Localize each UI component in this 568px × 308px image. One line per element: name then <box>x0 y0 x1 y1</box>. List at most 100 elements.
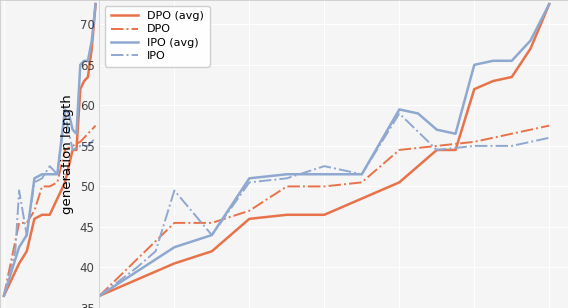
IPO (avg) <box>39 172 45 176</box>
Line: DPO (avg): DPO (avg) <box>99 4 549 296</box>
DPO (avg) <box>73 148 80 152</box>
IPO <box>433 148 440 152</box>
DPO <box>358 180 365 184</box>
IPO <box>61 111 68 115</box>
IPO (avg) <box>358 172 365 176</box>
IPO (avg) <box>321 172 328 176</box>
DPO (avg) <box>1 294 7 298</box>
DPO <box>433 144 440 148</box>
DPO <box>171 221 178 225</box>
IPO (avg) <box>396 107 403 111</box>
IPO (avg) <box>471 63 478 67</box>
IPO (avg) <box>1 294 7 298</box>
IPO <box>508 144 515 148</box>
DPO (avg) <box>16 261 23 265</box>
IPO <box>358 172 365 176</box>
IPO (avg) <box>23 233 30 237</box>
IPO <box>133 265 140 269</box>
DPO (avg) <box>8 278 15 282</box>
DPO (avg) <box>527 47 534 51</box>
DPO (avg) <box>61 180 68 184</box>
DPO <box>16 221 23 225</box>
IPO (avg) <box>433 128 440 132</box>
Line: IPO (avg): IPO (avg) <box>4 4 95 296</box>
DPO (avg) <box>471 87 478 91</box>
DPO <box>46 184 53 188</box>
DPO (avg) <box>69 148 76 152</box>
IPO (avg) <box>54 172 61 176</box>
DPO (avg) <box>54 197 61 201</box>
IPO <box>208 233 215 237</box>
Y-axis label: generation length: generation length <box>61 94 74 214</box>
DPO (avg) <box>321 213 328 217</box>
DPO (avg) <box>508 75 515 79</box>
IPO <box>54 172 61 176</box>
IPO (avg) <box>96 294 103 298</box>
DPO (avg) <box>358 197 365 201</box>
DPO (avg) <box>39 213 45 217</box>
IPO <box>471 144 478 148</box>
IPO (avg) <box>31 176 38 180</box>
DPO (avg) <box>396 180 403 184</box>
IPO (avg) <box>452 132 459 136</box>
DPO <box>546 124 553 128</box>
DPO (avg) <box>283 213 290 217</box>
IPO (avg) <box>89 39 95 43</box>
IPO <box>8 265 15 269</box>
Line: IPO (avg): IPO (avg) <box>99 4 549 296</box>
DPO <box>96 294 103 298</box>
IPO (avg) <box>61 107 68 111</box>
DPO (avg) <box>46 213 53 217</box>
DPO <box>396 148 403 152</box>
Line: IPO: IPO <box>99 113 549 296</box>
IPO (avg) <box>73 132 80 136</box>
DPO (avg) <box>31 217 38 221</box>
DPO (avg) <box>171 261 178 265</box>
IPO <box>96 294 103 298</box>
DPO (avg) <box>77 87 83 91</box>
DPO <box>1 294 7 298</box>
IPO (avg) <box>246 176 253 180</box>
IPO <box>69 148 76 152</box>
IPO (avg) <box>527 39 534 43</box>
DPO (avg) <box>81 79 87 83</box>
DPO (avg) <box>96 294 103 298</box>
DPO <box>31 209 38 213</box>
IPO <box>46 164 53 168</box>
IPO <box>23 233 30 237</box>
DPO <box>246 209 253 213</box>
IPO <box>39 176 45 180</box>
IPO <box>1 294 7 298</box>
DPO (avg) <box>433 148 440 152</box>
DPO <box>69 144 76 148</box>
DPO <box>61 148 68 152</box>
DPO (avg) <box>208 249 215 253</box>
IPO (avg) <box>283 172 290 176</box>
DPO <box>508 132 515 136</box>
IPO <box>12 249 19 253</box>
IPO <box>31 180 38 184</box>
IPO (avg) <box>133 270 140 274</box>
Legend: DPO (avg), DPO, IPO (avg), IPO: DPO (avg), DPO, IPO (avg), IPO <box>105 6 210 67</box>
IPO (avg) <box>65 111 72 115</box>
DPO (avg) <box>89 47 95 51</box>
DPO (avg) <box>490 79 496 83</box>
IPO <box>92 136 99 140</box>
IPO <box>152 249 159 253</box>
Line: DPO: DPO <box>99 126 549 296</box>
DPO <box>77 140 83 144</box>
Line: IPO: IPO <box>4 113 95 296</box>
DPO (avg) <box>85 75 91 79</box>
IPO (avg) <box>508 59 515 63</box>
IPO (avg) <box>490 59 496 63</box>
IPO (avg) <box>92 2 99 6</box>
IPO <box>85 144 91 148</box>
IPO (avg) <box>8 270 15 274</box>
IPO <box>283 176 290 180</box>
DPO (avg) <box>452 148 459 152</box>
IPO (avg) <box>77 63 83 67</box>
DPO <box>92 124 99 128</box>
IPO (avg) <box>415 111 421 115</box>
IPO <box>396 111 403 115</box>
IPO <box>321 164 328 168</box>
